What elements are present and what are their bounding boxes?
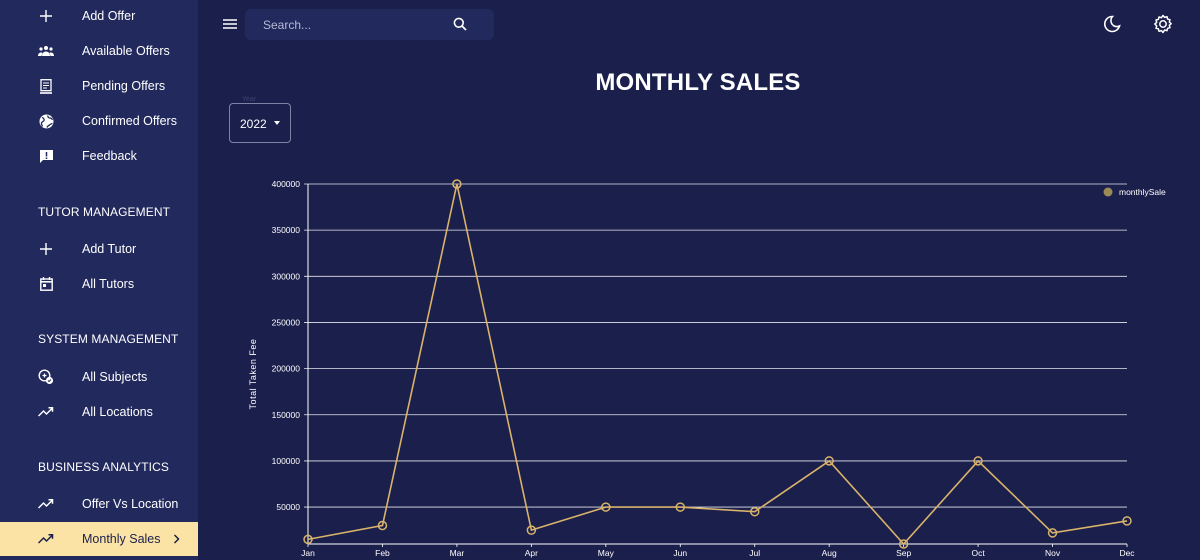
hamburger-icon[interactable] <box>222 16 238 32</box>
search-input[interactable] <box>263 17 443 33</box>
x-tick-label: Jan <box>301 548 315 558</box>
sidebar-item-label: All Tutors <box>82 277 135 291</box>
data-point <box>749 506 760 517</box>
sidebar-item-label: Add Offer <box>82 9 136 23</box>
people-icon <box>38 43 54 59</box>
x-tick-label: Feb <box>375 548 390 558</box>
sidebar-item-label: Confirmed Offers <box>82 114 177 128</box>
caret-down-icon <box>274 121 280 125</box>
sidebar-item-available-offers[interactable]: Available Offers <box>0 34 198 68</box>
x-tick-label: Jul <box>749 548 760 558</box>
sidebar-item-offer-vs-location[interactable]: Offer Vs Location <box>0 487 198 521</box>
sidebar-item-all-tutors[interactable]: All Tutors <box>0 267 198 301</box>
section-title-business-analytics: BUSINESS ANALYTICS <box>38 460 169 474</box>
year-select-label: Year <box>242 96 257 103</box>
subject-icon <box>38 369 54 385</box>
search-box <box>245 9 494 40</box>
sidebar-item-add-offer[interactable]: Add Offer <box>0 0 198 33</box>
y-tick-label: 300000 <box>272 271 301 281</box>
data-point <box>824 456 834 466</box>
plus-icon <box>38 241 54 257</box>
sidebar-item-label: All Locations <box>82 405 153 419</box>
calendar-icon <box>38 276 54 292</box>
sidebar-item-pending-offers[interactable]: Pending Offers <box>0 69 198 103</box>
x-tick-label: Sep <box>896 548 911 558</box>
section-title-tutor-management: TUTOR MANAGEMENT <box>38 205 171 219</box>
search-icon[interactable] <box>453 17 467 31</box>
data-point <box>377 520 388 531</box>
x-tick-label: Jun <box>673 548 687 558</box>
sidebar-item-add-tutor[interactable]: Add Tutor <box>0 232 198 266</box>
x-tick-label: Apr <box>525 548 538 558</box>
globe-icon <box>38 113 54 129</box>
y-tick-label: 350000 <box>272 225 301 235</box>
y-tick-label: 250000 <box>272 317 301 327</box>
sidebar-item-all-subjects[interactable]: All Subjects <box>0 360 198 394</box>
legend-label: monthlySale <box>1119 187 1166 197</box>
data-point <box>898 539 909 549</box>
sidebar-item-label: Pending Offers <box>82 79 166 93</box>
sidebar: Add Offer Available Offers Pending Offer… <box>0 0 198 560</box>
x-tick-label: Aug <box>822 548 837 558</box>
moon-icon[interactable] <box>1103 15 1121 33</box>
sidebar-item-confirmed-offers[interactable]: Confirmed Offers <box>0 104 198 138</box>
sidebar-item-all-locations[interactable]: All Locations <box>0 395 198 429</box>
trending-icon <box>38 404 54 420</box>
sidebar-item-label: All Subjects <box>82 370 148 384</box>
plus-icon <box>38 8 54 24</box>
sidebar-item-label: Feedback <box>82 149 137 163</box>
trending-icon <box>38 531 54 547</box>
trending-icon <box>38 496 54 512</box>
data-point <box>452 179 462 189</box>
x-tick-label: Dec <box>1119 548 1135 558</box>
monthly-sales-chart: 400000 350000 300000 250000 200000 150000 1000… <box>230 160 1200 560</box>
sidebar-item-feedback[interactable]: Feedback <box>0 139 198 173</box>
year-select-value: 2022 <box>240 117 267 131</box>
y-tick-label: 50000 <box>276 502 300 512</box>
y-tick-label: 400000 <box>272 179 301 189</box>
data-point <box>526 525 537 535</box>
sidebar-item-label: Available Offers <box>82 44 170 58</box>
x-tick-label: Nov <box>1045 548 1061 558</box>
data-point <box>1122 516 1132 526</box>
y-axis-label: Total Taken Fee <box>248 339 258 410</box>
feedback-icon <box>38 148 54 164</box>
x-tick-label: Oct <box>971 548 985 558</box>
chart-svg: 400000 350000 300000 250000 200000 150000 1000… <box>248 179 1166 558</box>
data-point <box>675 502 686 512</box>
data-point <box>1047 528 1058 538</box>
y-tick-label: 150000 <box>272 410 301 420</box>
year-select[interactable]: 2022 <box>229 103 291 143</box>
data-point <box>601 502 611 512</box>
y-tick-label: 100000 <box>272 456 301 466</box>
x-tick-label: Mar <box>450 548 465 558</box>
data-point <box>303 534 313 545</box>
receipt-icon <box>38 78 54 94</box>
sidebar-item-label: Monthly Sales <box>82 532 161 546</box>
series-line <box>307 183 1128 546</box>
sidebar-item-monthly-sales[interactable]: Monthly Sales <box>0 522 198 556</box>
gear-icon[interactable] <box>1153 14 1173 34</box>
sidebar-item-label: Add Tutor <box>82 242 137 256</box>
page-title: MONTHLY SALES <box>595 69 801 96</box>
sidebar-item-label: Offer Vs Location <box>82 497 179 511</box>
x-tick-label: May <box>598 548 615 558</box>
y-tick-label: 200000 <box>272 364 301 374</box>
chevron-right-icon <box>172 532 182 546</box>
section-title-system-management: SYSTEM MANAGEMENT <box>38 332 179 346</box>
data-point <box>973 456 983 466</box>
legend-marker <box>1103 187 1113 197</box>
